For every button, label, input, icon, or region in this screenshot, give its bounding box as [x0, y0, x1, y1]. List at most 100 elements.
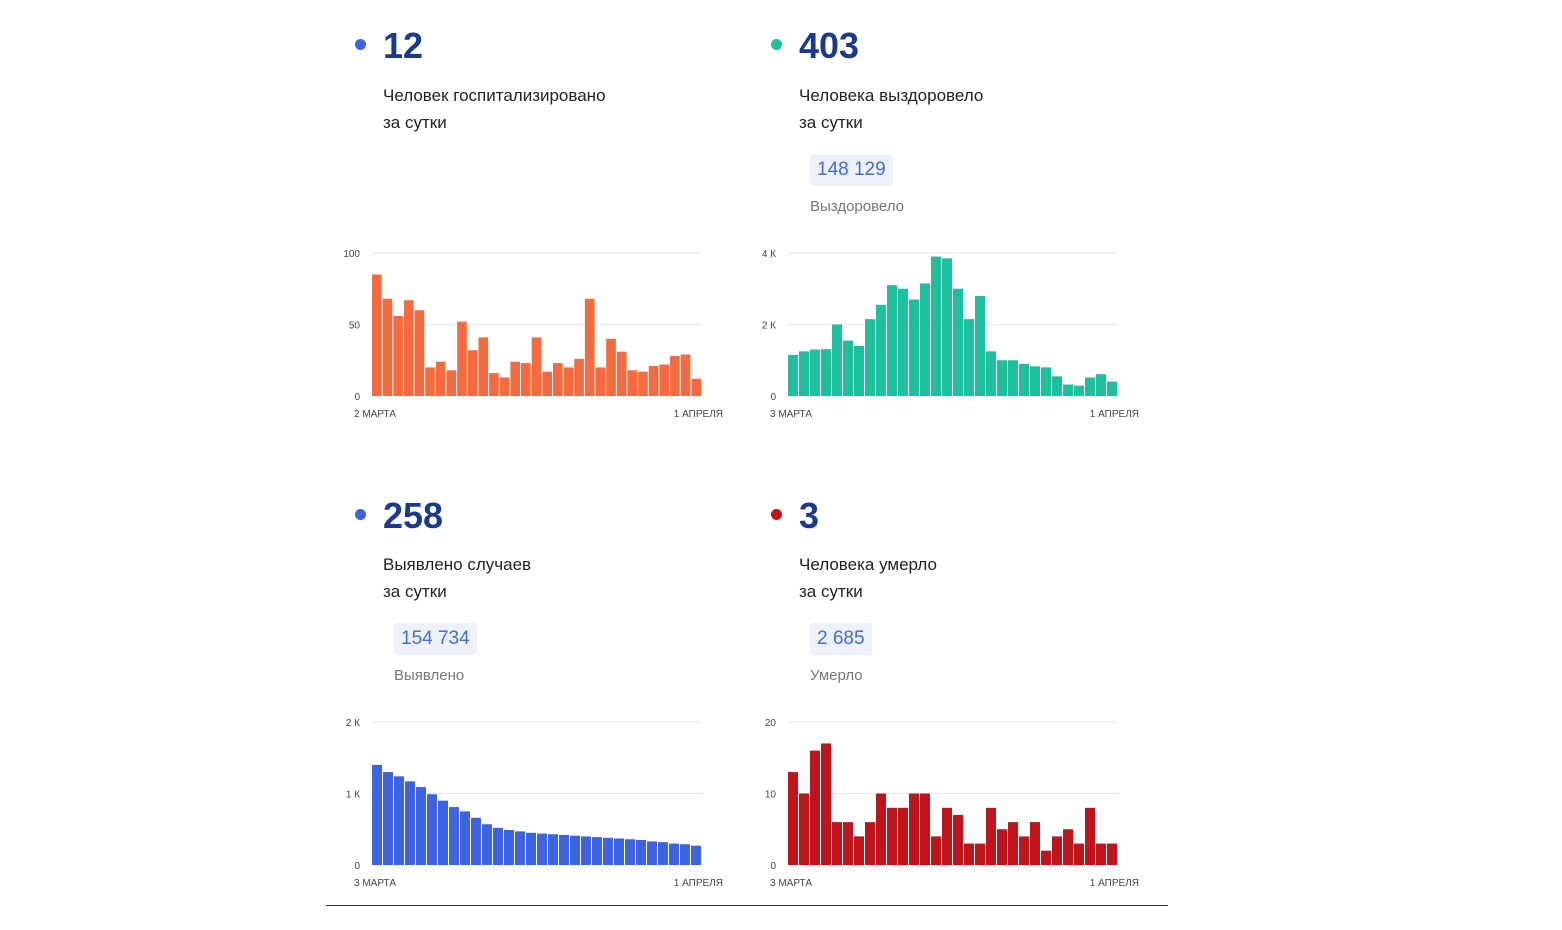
bar	[799, 351, 809, 396]
bar	[548, 834, 558, 865]
recovered-total-label: Выздоровело	[810, 198, 905, 215]
bar	[865, 822, 875, 865]
recovered-dot	[771, 39, 782, 50]
deaths-chart: 0 10 20 3 МАРТА 1 АПРЕЛЯ	[765, 718, 1139, 889]
cases-chart: 0 1 К 2 К 3 МАРТА 1 АПРЕЛЯ	[346, 718, 723, 889]
bar	[416, 787, 426, 865]
bar	[986, 351, 996, 396]
bar	[493, 827, 503, 865]
x-start-label: 3 МАРТА	[770, 878, 812, 889]
deaths-desc-line2: за сутки	[799, 582, 863, 601]
bar	[821, 349, 831, 396]
cases-desc-line2: за сутки	[383, 582, 447, 601]
bar	[658, 842, 668, 865]
bar	[1063, 384, 1073, 396]
bar	[953, 814, 963, 865]
bar	[920, 793, 930, 865]
bar	[1096, 374, 1106, 396]
bar	[1107, 843, 1117, 865]
bar	[427, 794, 437, 865]
bar	[563, 367, 574, 396]
bar	[1074, 843, 1084, 865]
y-tick-label: 50	[349, 321, 361, 332]
y-tick-label: 1 К	[346, 790, 360, 801]
bar	[964, 319, 974, 396]
bar	[446, 370, 457, 396]
x-end-label: 1 АПРЕЛЯ	[674, 409, 723, 420]
deaths-number: 3	[799, 495, 820, 536]
bar	[537, 833, 547, 865]
bar	[603, 837, 613, 865]
hospitalized-dot	[355, 39, 366, 50]
panel-cases: 258 Выявлено случаев за сутки 154 734 Вы…	[340, 490, 740, 930]
bar	[403, 300, 414, 396]
bar	[1063, 829, 1073, 865]
bar	[1019, 836, 1029, 865]
bar	[552, 363, 563, 396]
deaths-desc-line1: Человека умерло	[799, 555, 937, 574]
bar	[504, 829, 514, 865]
bar	[574, 358, 584, 396]
y-tick-label: 0	[354, 861, 360, 872]
bar	[414, 310, 425, 396]
bar	[1052, 836, 1062, 865]
bar	[1107, 381, 1117, 396]
bar	[788, 354, 798, 396]
bar	[478, 337, 489, 396]
bar	[372, 764, 382, 865]
deaths-total-label: Умерло	[810, 667, 863, 684]
bar	[1041, 367, 1051, 396]
recovered-total: 148 129	[810, 154, 893, 186]
bar	[581, 836, 591, 865]
bar	[920, 283, 930, 396]
x-start-label: 3 МАРТА	[770, 409, 812, 420]
bar	[799, 793, 809, 865]
bar	[810, 349, 820, 396]
cases-desc-line1: Выявлено случаев	[383, 555, 532, 574]
panel-recovered: 403 Человека выздоровело за сутки 148 12…	[756, 20, 1156, 460]
bar	[788, 772, 798, 865]
bar	[460, 811, 470, 865]
bar	[510, 361, 521, 396]
bar	[975, 843, 985, 865]
bar	[997, 829, 1007, 865]
y-tick-label: 2 К	[346, 718, 360, 729]
recovered-description: Человека выздоровело за сутки	[799, 82, 983, 136]
bar	[887, 285, 897, 396]
bar	[482, 824, 492, 865]
bar	[810, 750, 820, 865]
bar	[606, 338, 616, 396]
bar	[489, 373, 499, 396]
bar	[1041, 850, 1051, 865]
cases-total: 154 734	[394, 623, 477, 655]
bar	[909, 299, 919, 396]
bar	[542, 371, 552, 396]
bar	[592, 837, 602, 865]
bar	[499, 377, 510, 396]
y-tick-label: 100	[343, 249, 360, 260]
panel-deaths: 3 Человека умерло за сутки 2 685 Умерло	[756, 490, 1156, 930]
recovered-desc-line2: за сутки	[799, 113, 863, 132]
cases-description: Выявлено случаев за сутки	[383, 551, 531, 605]
bar	[691, 378, 701, 396]
bar	[832, 822, 842, 865]
bar	[394, 776, 404, 865]
bar	[821, 743, 831, 865]
recovered-chart: 0 2 К 4 К 3 МАРТА 1 АПРЕЛЯ	[762, 249, 1139, 420]
bar	[638, 371, 648, 396]
bar	[559, 834, 569, 865]
bar	[669, 843, 679, 865]
bar	[680, 354, 691, 396]
bar	[1019, 363, 1029, 396]
bar	[438, 800, 448, 865]
bar	[680, 844, 690, 865]
bar	[953, 288, 963, 396]
deaths-dot	[771, 509, 782, 520]
bar	[595, 367, 606, 396]
bar	[964, 843, 974, 865]
bar	[659, 364, 670, 396]
bar	[832, 324, 842, 396]
bar	[997, 360, 1007, 396]
cases-number: 258	[383, 495, 444, 536]
panel-hospitalized: 12 Человек госпитализировано за сутки	[340, 20, 740, 460]
